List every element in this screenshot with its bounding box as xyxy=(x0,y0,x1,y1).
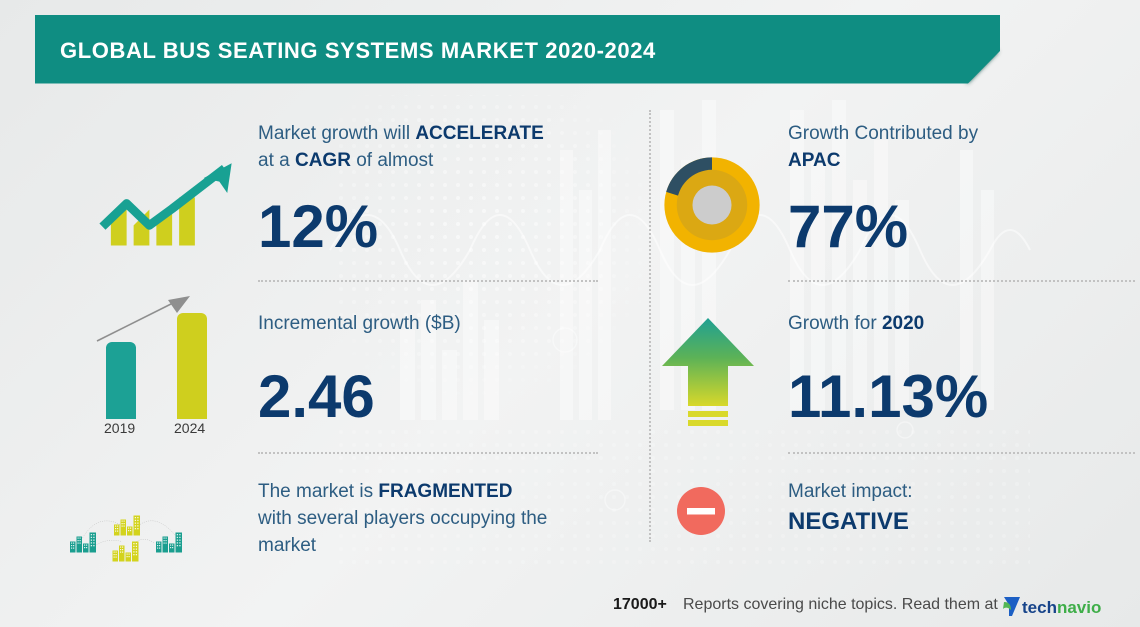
svg-text:2024: 2024 xyxy=(174,420,205,435)
svg-text:2019: 2019 xyxy=(104,420,135,435)
svg-text:technavio: technavio xyxy=(1022,598,1101,617)
